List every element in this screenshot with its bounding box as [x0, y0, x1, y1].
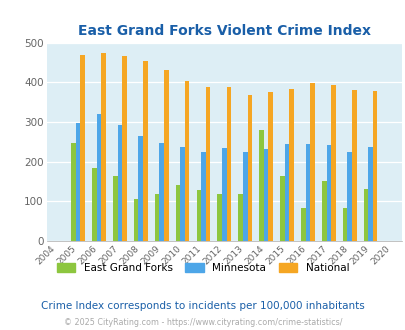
Bar — [184, 81, 189, 241]
Bar — [196, 190, 200, 241]
Bar — [222, 148, 226, 241]
Text: © 2025 CityRating.com - https://www.cityrating.com/crime-statistics/: © 2025 CityRating.com - https://www.city… — [64, 318, 341, 327]
Bar — [300, 208, 305, 241]
Bar — [92, 168, 96, 241]
Bar — [342, 208, 347, 241]
Bar — [326, 146, 330, 241]
Bar — [351, 90, 356, 241]
Bar — [164, 70, 168, 241]
Bar — [372, 91, 377, 241]
Bar — [279, 176, 284, 241]
Bar — [200, 152, 205, 241]
Bar — [347, 152, 351, 241]
Bar — [330, 85, 335, 241]
Bar — [154, 194, 159, 241]
Bar — [134, 199, 138, 241]
Text: Crime Index corresponds to incidents per 100,000 inhabitants: Crime Index corresponds to incidents per… — [41, 301, 364, 311]
Legend: East Grand Forks, Minnesota, National: East Grand Forks, Minnesota, National — [52, 259, 353, 277]
Bar — [305, 144, 309, 241]
Bar — [101, 53, 106, 241]
Bar — [217, 194, 222, 241]
Bar — [205, 87, 210, 241]
Bar — [367, 147, 372, 241]
Bar — [309, 83, 314, 241]
Title: East Grand Forks Violent Crime Index: East Grand Forks Violent Crime Index — [78, 23, 370, 38]
Bar — [117, 125, 122, 241]
Bar — [268, 92, 272, 241]
Bar — [76, 123, 80, 241]
Bar — [226, 87, 230, 241]
Bar — [247, 95, 252, 241]
Bar — [363, 189, 367, 241]
Bar — [289, 89, 293, 241]
Bar — [263, 149, 268, 241]
Bar — [321, 182, 326, 241]
Bar — [122, 56, 126, 241]
Bar — [175, 185, 180, 241]
Bar — [180, 147, 184, 241]
Bar — [238, 194, 242, 241]
Bar — [80, 55, 85, 241]
Bar — [258, 130, 263, 241]
Bar — [284, 144, 289, 241]
Bar — [242, 152, 247, 241]
Bar — [159, 143, 164, 241]
Bar — [113, 176, 117, 241]
Bar — [71, 143, 76, 241]
Bar — [138, 136, 143, 241]
Bar — [143, 61, 147, 241]
Bar — [96, 114, 101, 241]
